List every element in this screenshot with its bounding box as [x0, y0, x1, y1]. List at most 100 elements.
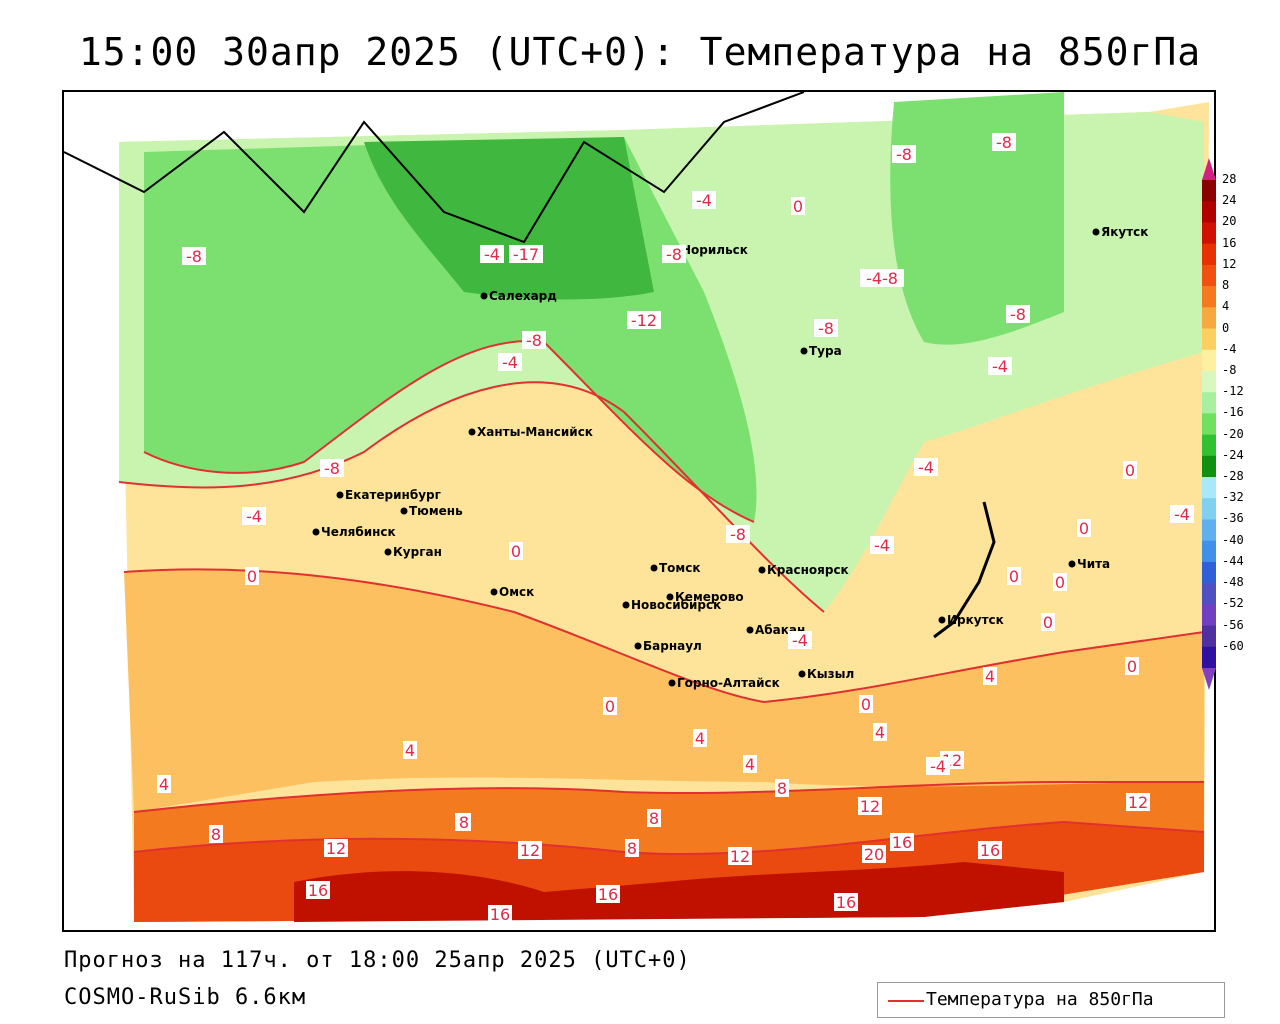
contour-label: -4 — [692, 191, 716, 210]
contour-label: -12 — [627, 311, 661, 330]
colorbar-segment — [1202, 413, 1216, 436]
city-label: Кызыл — [807, 667, 854, 681]
city-label: Новосибирск — [631, 598, 721, 612]
svg-text:12: 12 — [860, 797, 880, 816]
colorbar-segment — [1202, 243, 1216, 266]
colorbar-tick-label: -28 — [1222, 469, 1244, 484]
colorbar-segment — [1202, 625, 1216, 648]
colorbar-tick-label: 0 — [1222, 320, 1230, 335]
contour-label: 0 — [1123, 461, 1137, 480]
isotherm-line — [133, 820, 1205, 856]
svg-text:-8: -8 — [526, 331, 542, 350]
colorbar-segment — [1202, 561, 1216, 584]
contour-label: -4 — [870, 536, 894, 555]
contour-label: -4-8 — [860, 269, 904, 288]
svg-text:0: 0 — [1009, 567, 1019, 586]
svg-text:16: 16 — [836, 893, 856, 912]
colorbar-segment — [1202, 201, 1216, 223]
contour-label: -8 — [892, 145, 916, 164]
contour-label: -4 — [1170, 505, 1194, 524]
colorbar-tick-label: -52 — [1222, 596, 1244, 611]
city-dot — [622, 601, 630, 609]
svg-text:8: 8 — [777, 779, 787, 798]
colorbar-tick-label: 28 — [1222, 172, 1237, 186]
svg-text:-4: -4 — [918, 458, 934, 477]
city-dot — [650, 564, 658, 572]
svg-text:4: 4 — [985, 667, 995, 686]
colorbar-tick-label: -16 — [1222, 405, 1244, 420]
contour-label: 16 — [488, 905, 512, 924]
contour-label: -4 — [926, 757, 950, 776]
colorbar-tick-label: -4 — [1222, 341, 1237, 356]
contour-label: -4 — [242, 507, 266, 526]
svg-text:12: 12 — [520, 841, 540, 860]
svg-text:16: 16 — [980, 841, 1000, 860]
svg-text:-8: -8 — [1010, 305, 1026, 324]
contour-label: 8 — [647, 809, 661, 828]
model-name: COSMO-RuSib 6.6км — [64, 985, 307, 1010]
svg-text:20: 20 — [864, 845, 884, 864]
city-dot — [758, 566, 766, 574]
colorbar-tick-label: -36 — [1222, 511, 1244, 526]
colorbar-segment — [1202, 583, 1216, 605]
city-label: Якутск — [1101, 225, 1148, 239]
svg-text:0: 0 — [511, 542, 521, 561]
city-dot — [798, 670, 806, 678]
city-dot — [746, 626, 754, 634]
colorbar-segment — [1202, 370, 1216, 393]
contour-label: -8 — [182, 247, 206, 266]
svg-text:-8: -8 — [186, 247, 202, 266]
contour-label: 4 — [157, 775, 171, 794]
city-dot — [668, 679, 676, 687]
contour-label: 0 — [1077, 519, 1091, 538]
colorbar-segment — [1202, 540, 1216, 563]
svg-text:0: 0 — [247, 567, 257, 586]
svg-text:16: 16 — [490, 905, 510, 924]
city-label: Иркутск — [947, 613, 1004, 627]
svg-text:-4: -4 — [930, 757, 946, 776]
colorbar-segment — [1202, 498, 1216, 520]
svg-text:-8: -8 — [666, 245, 682, 264]
svg-text:4: 4 — [875, 723, 885, 742]
contour-label: 0 — [791, 197, 805, 216]
colorbar-tick-label: -60 — [1222, 638, 1244, 653]
colorbar-tick-label: -44 — [1222, 553, 1244, 568]
colorbar-bottom-arrow — [1202, 668, 1216, 690]
temperature-map[interactable]: Норильск Якутск Салехард Тура Ханты-Мансийск… — [62, 90, 1216, 932]
isotherm-line — [143, 340, 755, 523]
svg-text:-4: -4 — [246, 507, 262, 526]
city-dot — [384, 548, 392, 556]
contour-label: 12 — [1126, 793, 1150, 812]
svg-text:0: 0 — [793, 197, 803, 216]
colorbar-segment — [1202, 604, 1216, 627]
contour-label: -8 — [522, 331, 546, 350]
contour-label: -4 — [788, 631, 812, 650]
svg-text:-12: -12 — [631, 311, 657, 330]
legend: Температура на 850гПа — [877, 982, 1225, 1018]
cold-zone-yakutia — [890, 92, 1064, 345]
city-dot — [336, 491, 344, 499]
contour-label: 8 — [457, 813, 471, 832]
contour-label: 12 — [324, 839, 348, 858]
contour-label: -8 — [320, 459, 344, 478]
city-label: Горно-Алтайск — [677, 676, 780, 690]
city-dot — [1092, 228, 1100, 236]
svg-text:0: 0 — [1043, 613, 1053, 632]
colorbar-tick-label: 4 — [1222, 299, 1230, 314]
contour-label: 4 — [873, 723, 887, 742]
svg-text:16: 16 — [598, 885, 618, 904]
legend-label: Температура на 850гПа — [926, 989, 1154, 1010]
contour-label: 16 — [834, 893, 858, 912]
contour-label: -4 — [480, 245, 504, 264]
contour-label: 4 — [743, 755, 757, 774]
svg-text:0: 0 — [605, 697, 615, 716]
svg-text:0: 0 — [1055, 573, 1065, 592]
svg-text:-4: -4 — [502, 353, 518, 372]
coastline — [64, 92, 805, 244]
svg-text:-4: -4 — [696, 191, 712, 210]
contour-label: -17 — [509, 245, 543, 264]
colorbar-tick-label: 12 — [1222, 256, 1237, 271]
isotherm-line — [123, 568, 1205, 704]
city-label: Омск — [499, 585, 534, 599]
colorbar-tick-label: -48 — [1222, 575, 1244, 590]
